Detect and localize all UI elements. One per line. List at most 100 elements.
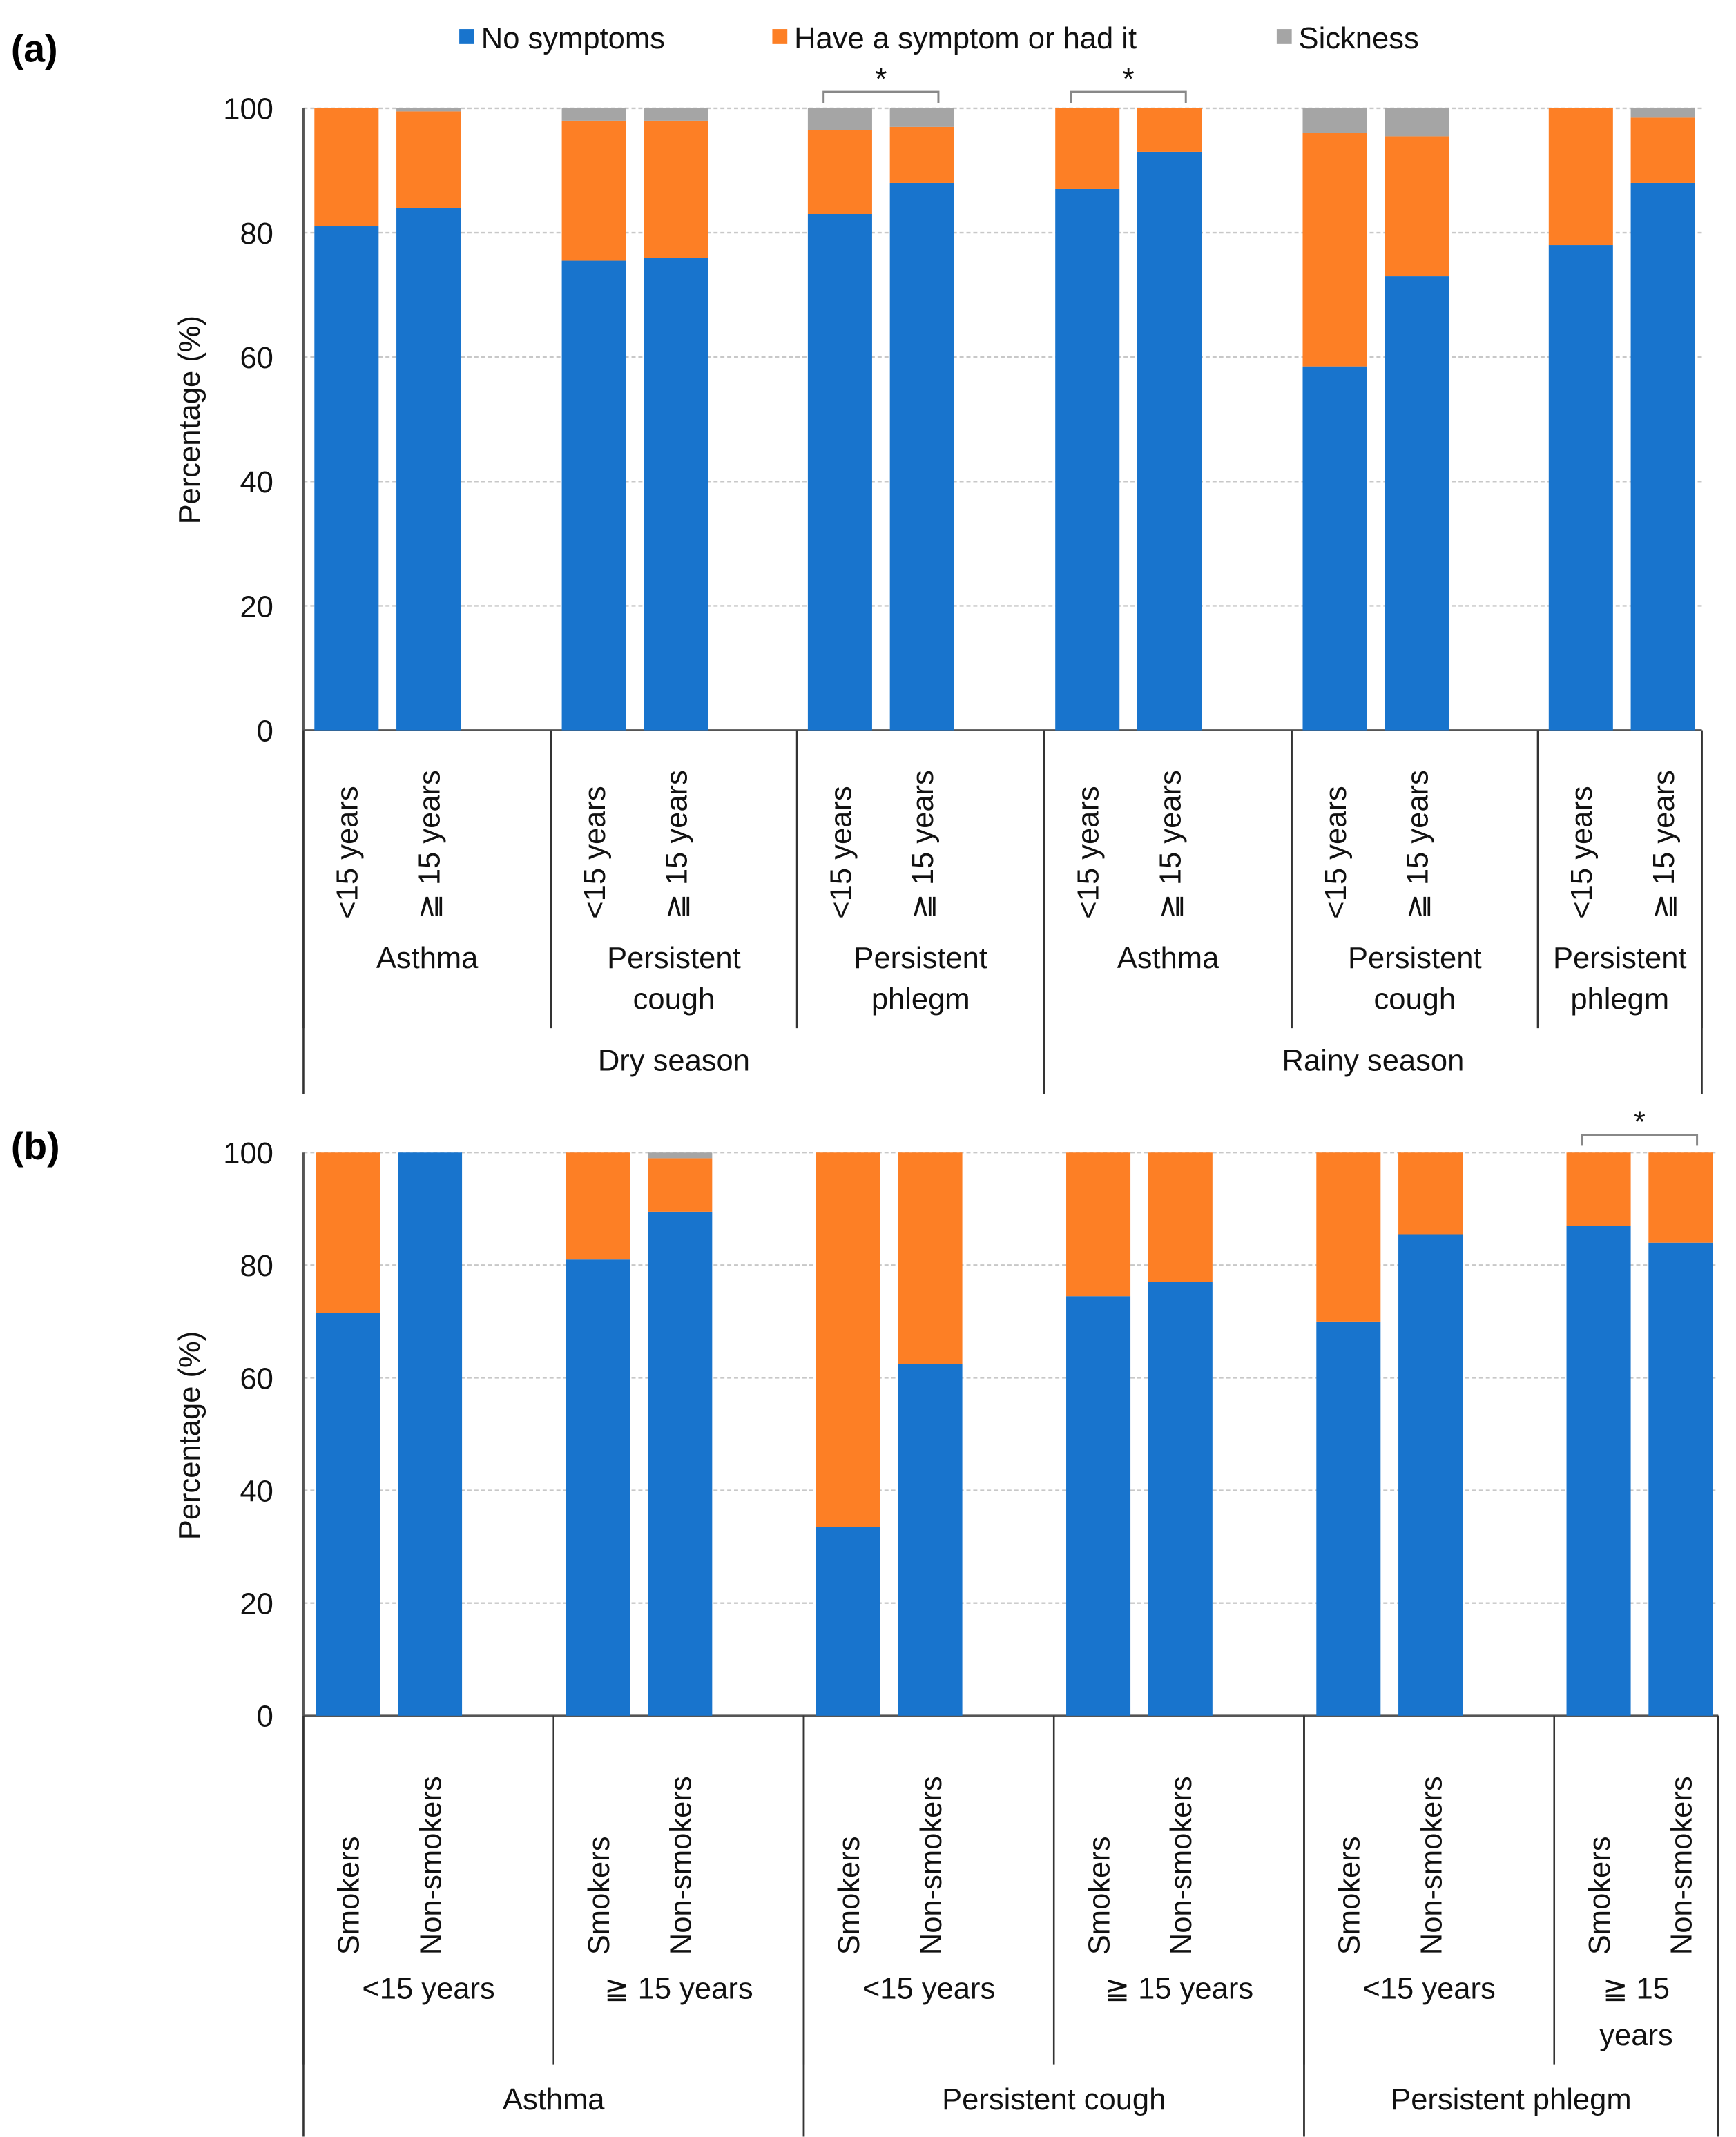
bar-segment-no-symptoms	[1148, 1282, 1213, 1716]
y-tick-label: 20	[240, 1588, 273, 1621]
group-label: Asthma	[1117, 942, 1219, 975]
x-category-label: ≧ 15 years	[1402, 770, 1435, 919]
bar-segment-have-a-symptom-or-had-it	[396, 111, 461, 208]
x-category-label: <15 years	[1565, 786, 1599, 918]
bar-segment-have-a-symptom-or-had-it	[566, 1152, 630, 1260]
group-label: phlegm	[871, 983, 970, 1016]
x-category-label: <15 years	[824, 786, 858, 918]
bar-segment-have-a-symptom-or-had-it	[1316, 1152, 1381, 1322]
bar-segment-have-a-symptom-or-had-it	[316, 1152, 380, 1313]
bar-segment-have-a-symptom-or-had-it	[648, 1158, 713, 1212]
legend-label-sickness: Sickness	[1299, 22, 1419, 55]
y-axis-title: Percentage (%)	[173, 316, 206, 524]
bar-segment-have-a-symptom-or-had-it	[1148, 1152, 1213, 1282]
bar-segment-have-a-symptom-or-had-it	[898, 1152, 963, 1364]
group-label: <15 years	[362, 1973, 494, 2006]
bar-segment-have-a-symptom-or-had-it	[1548, 108, 1613, 246]
bar-segment-no-symptoms	[644, 258, 708, 731]
y-tick-label: 100	[223, 93, 273, 126]
y-tick-label: 0	[257, 1701, 273, 1734]
bar-segment-no-symptoms	[1548, 245, 1613, 731]
bar-segment-have-a-symptom-or-had-it	[816, 1152, 880, 1527]
bar-segment-no-symptoms	[561, 260, 626, 731]
bar-segment-no-symptoms	[816, 1527, 880, 1716]
bar-segment-no-symptoms	[1316, 1321, 1381, 1716]
legend-swatch-sickness	[1276, 29, 1292, 44]
x-category-label: Smokers	[1083, 1836, 1116, 1955]
bar-segment-no-symptoms	[316, 1313, 380, 1716]
x-category-label: Smokers	[583, 1836, 616, 1955]
significance-star: *	[875, 63, 887, 96]
x-category-label: Smokers	[833, 1836, 866, 1955]
group-label: phlegm	[1570, 983, 1669, 1016]
bar-segment-have-a-symptom-or-had-it	[1066, 1152, 1131, 1297]
panel-a-chart: (a) Percentage (%) 0 20 40 60 80 100 <15 years ≧ …	[11, 28, 1703, 1094]
group-label: Persistent	[607, 942, 741, 975]
panel-b-chart: (b) Percentage (%) 0 20 40 60 80 100 Smokers Non-…	[11, 1106, 1719, 2137]
bar-segment-have-a-symptom-or-had-it	[1566, 1152, 1631, 1226]
bar-segment-no-symptoms	[1566, 1226, 1631, 1716]
bar-segment-sickness	[644, 108, 708, 121]
bar-segment-no-symptoms	[898, 1364, 963, 1716]
bar-segment-no-symptoms	[889, 182, 954, 731]
x-category-label: Non-smokers	[1165, 1776, 1198, 1955]
panel-label: (a)	[11, 28, 58, 70]
x-category-label: Non-smokers	[665, 1776, 698, 1955]
x-category-label: Non-smokers	[1415, 1776, 1448, 1955]
bar-segment-sickness	[1302, 108, 1367, 133]
y-tick-label: 20	[240, 590, 273, 623]
bar-segment-no-symptoms	[398, 1152, 463, 1716]
bar-segment-sickness	[561, 108, 626, 121]
x-category-label: ≧ 15 years	[1648, 770, 1681, 919]
x-category-label: ≧ 15 years	[661, 770, 694, 919]
bar-segment-have-a-symptom-or-had-it	[1630, 117, 1695, 183]
y-axis-title: Percentage (%)	[173, 1331, 206, 1540]
bar-segment-sickness	[648, 1152, 713, 1159]
x-category-label: ≧ 15 years	[907, 770, 940, 919]
x-category-label: Non-smokers	[1666, 1776, 1699, 1955]
bar-segment-sickness	[1630, 108, 1695, 118]
bar-segment-have-a-symptom-or-had-it	[1648, 1152, 1713, 1243]
bar-segment-no-symptoms	[648, 1211, 713, 1716]
bar-segment-no-symptoms	[1385, 276, 1449, 731]
y-tick-label: 80	[240, 217, 273, 251]
group-label: cough	[1374, 983, 1456, 1016]
x-category-label: <15 years	[579, 786, 612, 918]
group-label: ≧ 15	[1603, 1973, 1670, 2006]
group-label: cough	[633, 983, 715, 1016]
x-category-label: Smokers	[1583, 1836, 1617, 1955]
y-tick-label: 60	[240, 342, 273, 375]
x-category-label: <15 years	[1320, 786, 1353, 918]
x-category-label: Non-smokers	[915, 1776, 948, 1955]
x-category-label: Smokers	[1333, 1836, 1367, 1955]
bar-segment-sickness	[889, 108, 954, 127]
bar-segment-have-a-symptom-or-had-it	[1398, 1152, 1463, 1235]
bar-segment-have-a-symptom-or-had-it	[889, 126, 954, 183]
bar-segment-no-symptoms	[1648, 1242, 1713, 1716]
group-label: <15 years	[1362, 1973, 1495, 2006]
bar-segment-no-symptoms	[807, 213, 872, 731]
bar-segment-no-symptoms	[1137, 151, 1202, 731]
bar-segment-have-a-symptom-or-had-it	[807, 130, 872, 214]
y-tick-label: 100	[223, 1137, 273, 1170]
group-label: ≧ 15 years	[1105, 1973, 1254, 2006]
bar-segment-have-a-symptom-or-had-it	[1302, 133, 1367, 367]
bar-segment-no-symptoms	[1302, 366, 1367, 731]
bar-segment-no-symptoms	[1630, 182, 1695, 731]
group-label: years	[1599, 2019, 1672, 2052]
legend-label-no-symptoms: No symptoms	[481, 22, 665, 55]
bar-segment-have-a-symptom-or-had-it	[314, 108, 379, 227]
significance-bracket	[1581, 1134, 1699, 1146]
legend-label-symptom: Have a symptom or had it	[794, 22, 1137, 55]
bar-segment-have-a-symptom-or-had-it	[644, 120, 708, 258]
supergroup-label: Persistent cough	[942, 2083, 1166, 2116]
bar-segment-no-symptoms	[314, 226, 379, 731]
bar-segment-have-a-symptom-or-had-it	[1385, 136, 1449, 277]
bar-segment-sickness	[1385, 108, 1449, 137]
panel-label: (b)	[11, 1125, 60, 1168]
bar-segment-have-a-symptom-or-had-it	[1137, 108, 1202, 152]
group-label: Asthma	[376, 942, 479, 975]
x-category-label: Smokers	[333, 1836, 366, 1955]
significance-bracket	[822, 90, 940, 103]
supergroup-label: Persistent phlegm	[1391, 2083, 1631, 2116]
